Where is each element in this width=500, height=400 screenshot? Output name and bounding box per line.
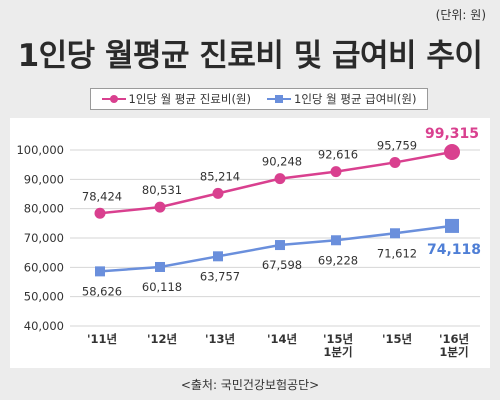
x-tick-label: '14년	[267, 332, 297, 346]
x-tick-label: '16년	[439, 332, 469, 346]
chart-title: 1인당 월평균 진료비 및 급여비 추이	[17, 38, 483, 74]
legend-label-series1: 1인당 월 평균 진료비(원)	[128, 92, 251, 106]
source-note: <출처: 국민건강보험공단>	[180, 378, 320, 392]
data-point-medical-cost	[444, 144, 460, 161]
y-tick-label: 90,000	[24, 172, 64, 186]
legend-item-series2: 1인당 월 평균 급여비(원)	[267, 91, 416, 107]
data-label-benefit: 60,118	[142, 280, 182, 294]
data-point-benefit	[95, 266, 105, 277]
data-point-medical-cost	[94, 207, 106, 219]
data-label-medical-cost: 78,424	[82, 189, 122, 203]
x-tick-label: '11년	[87, 332, 117, 346]
data-label-medical-cost: 90,248	[262, 155, 302, 169]
data-label-benefit: 58,626	[82, 284, 122, 298]
legend-label-series2: 1인당 월 평균 급여비(원)	[294, 92, 417, 106]
data-point-medical-cost	[389, 156, 401, 168]
data-point-medical-cost	[212, 187, 224, 199]
data-label-medical-cost: 95,759	[377, 138, 417, 152]
y-tick-label: 100,000	[16, 143, 64, 157]
x-tick-label: '12년	[147, 332, 177, 346]
data-point-benefit	[275, 240, 285, 251]
data-label-medical-cost: 80,531	[142, 183, 182, 197]
square-marker-icon	[267, 95, 291, 103]
data-label-benefit: 71,612	[377, 246, 417, 260]
x-tick-label: '15년	[323, 332, 353, 346]
data-point-medical-cost	[330, 166, 342, 178]
data-point-medical-cost	[274, 173, 286, 185]
y-tick-label: 50,000	[24, 290, 64, 304]
data-label-medical-cost: 85,214	[200, 169, 240, 183]
circle-marker-icon	[101, 95, 126, 103]
data-label-medical-cost: 99,315	[425, 126, 479, 142]
data-label-benefit: 67,598	[262, 258, 302, 272]
y-tick-label: 40,000	[24, 319, 64, 333]
y-tick-label: 70,000	[24, 231, 64, 245]
data-point-benefit	[445, 218, 459, 233]
y-tick-label: 80,000	[24, 202, 64, 216]
data-label-medical-cost: 92,616	[318, 148, 358, 162]
data-point-medical-cost	[154, 201, 166, 213]
data-point-benefit	[155, 261, 165, 272]
legend-item-series1: 1인당 월 평균 진료비(원)	[101, 91, 251, 107]
legend: 1인당 월 평균 진료비(원) 1인당 월 평균 급여비(원)	[90, 88, 428, 110]
x-tick-label: 1분기	[323, 345, 352, 359]
x-tick-label: 1분기	[439, 345, 468, 359]
y-tick-label: 60,000	[24, 260, 64, 274]
x-tick-label: '15년	[382, 332, 412, 346]
data-label-benefit: 63,757	[200, 269, 240, 283]
data-label-benefit: 74,118	[427, 242, 481, 258]
data-point-benefit	[390, 228, 400, 239]
unit-note: (단위: 원)	[435, 8, 486, 22]
data-point-benefit	[331, 235, 341, 246]
data-point-benefit	[213, 251, 223, 262]
x-tick-label: '13년	[205, 332, 235, 346]
data-label-benefit: 69,228	[318, 253, 358, 267]
